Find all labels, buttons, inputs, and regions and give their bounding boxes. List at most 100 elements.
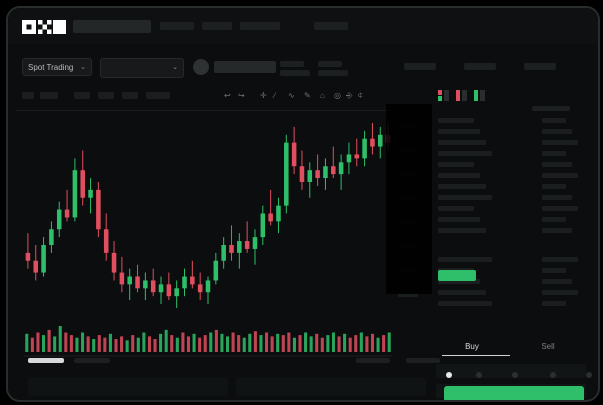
order-book-row[interactable] bbox=[438, 257, 492, 262]
order-book-header bbox=[532, 106, 570, 111]
bottom-tab-active[interactable] bbox=[28, 358, 64, 363]
order-book-row-value bbox=[542, 217, 566, 222]
pagination-dot-2[interactable] bbox=[476, 372, 482, 378]
bottom-panel-right bbox=[236, 378, 426, 396]
toolbar-button-1[interactable] bbox=[22, 92, 34, 99]
top-navigation-bar bbox=[8, 8, 598, 44]
crosshair-icon[interactable]: ✛ bbox=[260, 91, 267, 100]
mid-price-highlight bbox=[438, 270, 476, 281]
bottom-action-2[interactable] bbox=[406, 358, 440, 363]
order-book-row-value bbox=[542, 140, 578, 145]
chevron-down-icon: ⌄ bbox=[172, 64, 178, 71]
order-book-row[interactable] bbox=[438, 129, 480, 134]
eye-icon[interactable]: ◎ bbox=[334, 91, 341, 100]
market-type-selector[interactable]: Spot Trading ⌄ bbox=[22, 58, 92, 76]
overlay-shadow bbox=[386, 104, 434, 294]
primary-cta-button[interactable] bbox=[444, 386, 584, 400]
buy-sell-tabs: Buy Sell bbox=[436, 340, 586, 358]
pagination-dot-5[interactable] bbox=[586, 372, 592, 378]
pair-name-label bbox=[214, 61, 276, 73]
tab-sell[interactable]: Sell bbox=[541, 342, 555, 351]
ticker-stat-2 bbox=[318, 61, 342, 67]
tab-buy[interactable]: Buy bbox=[465, 342, 479, 351]
order-book-row-value bbox=[542, 257, 578, 262]
bottom-action-1[interactable] bbox=[356, 358, 390, 363]
coin-avatar-icon bbox=[193, 59, 209, 75]
order-book-row[interactable] bbox=[438, 118, 474, 123]
pagination-dot-3[interactable] bbox=[512, 372, 518, 378]
order-book-row[interactable] bbox=[438, 195, 492, 200]
order-book-row-value bbox=[542, 129, 572, 134]
toolbar-button-4[interactable] bbox=[98, 92, 114, 99]
order-book-row-value bbox=[542, 301, 566, 306]
order-book-row[interactable] bbox=[438, 228, 486, 233]
undo-icon[interactable]: ↩ bbox=[224, 91, 231, 100]
toolbar-button-2[interactable] bbox=[40, 92, 58, 99]
redo-icon[interactable]: ↪ bbox=[238, 91, 245, 100]
pencil-icon[interactable]: ✎ bbox=[304, 91, 311, 100]
pagination-dots bbox=[440, 372, 592, 380]
candlestick-svg bbox=[25, 122, 418, 308]
bottom-panel-left bbox=[28, 378, 228, 396]
book-bids-icon bbox=[474, 90, 485, 101]
ticker-stat-4 bbox=[464, 63, 496, 70]
order-book-row-value bbox=[542, 268, 566, 273]
trendline-icon[interactable]: ∕ bbox=[274, 91, 276, 100]
order-book-row-value bbox=[542, 195, 572, 200]
ticker-stat-2-value bbox=[318, 70, 348, 76]
order-book-row[interactable] bbox=[438, 279, 480, 284]
pagination-dot-1[interactable] bbox=[446, 372, 452, 378]
order-book-row[interactable] bbox=[438, 173, 480, 178]
pair-selector[interactable]: ⌄ bbox=[100, 58, 184, 78]
lock-icon[interactable]: ⎆ bbox=[346, 91, 353, 100]
order-book-row-value bbox=[542, 151, 566, 156]
order-book-layout-icons bbox=[438, 90, 494, 102]
bottom-tab-2[interactable] bbox=[74, 358, 110, 363]
active-tab-underline bbox=[442, 355, 510, 356]
order-field-1[interactable] bbox=[436, 364, 586, 378]
okx-logo[interactable] bbox=[22, 20, 66, 34]
order-book-row[interactable] bbox=[438, 151, 492, 156]
order-book-row[interactable] bbox=[438, 184, 486, 189]
ticker-stat-5 bbox=[524, 63, 556, 70]
order-book-row-value bbox=[542, 279, 572, 284]
toolbar-button-3[interactable] bbox=[74, 92, 90, 99]
order-book-row-value bbox=[542, 118, 566, 123]
chart-toolbar: ↩ ↪ ✛ ∕ ∿ ✎ ⌂ ◎ ⎆ ⍧ bbox=[16, 88, 428, 104]
app-screen: Spot Trading ⌄ ⌄ bbox=[8, 8, 598, 400]
pagination-dot-4[interactable] bbox=[550, 372, 556, 378]
order-book-row[interactable] bbox=[438, 206, 474, 211]
candlestick-chart[interactable] bbox=[16, 110, 428, 316]
order-book-row[interactable] bbox=[438, 217, 480, 222]
order-book-row[interactable] bbox=[438, 162, 474, 167]
nav-item-2[interactable] bbox=[202, 22, 232, 30]
magnet-icon[interactable]: ⌂ bbox=[320, 91, 325, 100]
order-book-row[interactable] bbox=[438, 301, 492, 306]
chevron-down-icon: ⌄ bbox=[80, 64, 86, 71]
book-asks-icon bbox=[456, 90, 467, 101]
ticker-stat-1-value bbox=[280, 70, 310, 76]
order-book-row[interactable] bbox=[438, 290, 486, 295]
trash-icon[interactable]: ⍧ bbox=[358, 91, 363, 100]
device-bezel: Spot Trading ⌄ ⌄ bbox=[6, 6, 600, 402]
order-book-row-value bbox=[542, 162, 572, 167]
order-book-row-value bbox=[542, 228, 572, 233]
toolbar-button-6[interactable] bbox=[146, 92, 170, 99]
order-book-row-value bbox=[542, 173, 578, 178]
order-book-panel: Buy Sell bbox=[432, 88, 590, 398]
nav-search-placeholder[interactable] bbox=[73, 20, 151, 33]
nav-item-4[interactable] bbox=[314, 22, 348, 30]
order-book-row[interactable] bbox=[438, 140, 486, 145]
market-type-label: Spot Trading bbox=[28, 63, 74, 72]
order-book-row-value bbox=[542, 206, 578, 211]
book-both-icon bbox=[438, 90, 449, 101]
wave-icon[interactable]: ∿ bbox=[288, 91, 295, 100]
nav-item-3[interactable] bbox=[240, 22, 280, 30]
toolbar-button-5[interactable] bbox=[122, 92, 138, 99]
nav-item-1[interactable] bbox=[160, 22, 194, 30]
ticker-stat-3 bbox=[404, 63, 436, 70]
volume-chart bbox=[16, 312, 428, 360]
volume-svg bbox=[24, 326, 392, 357]
order-book-row-value bbox=[542, 184, 566, 189]
